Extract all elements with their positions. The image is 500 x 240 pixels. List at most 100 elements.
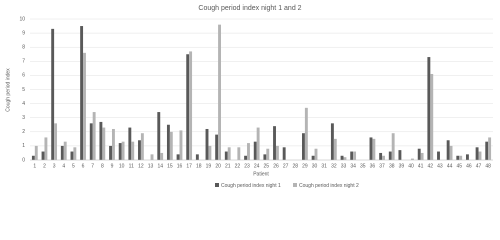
bar: [60, 145, 64, 160]
bar: [475, 147, 479, 160]
bar: [227, 147, 231, 160]
x-tick-label: 33: [341, 163, 347, 169]
x-tick-label: 18: [196, 163, 202, 169]
y-axis-label: Cough period index: [5, 68, 11, 112]
y-tick-label: 6: [22, 73, 25, 79]
bar: [208, 145, 212, 160]
bar: [34, 145, 38, 160]
x-tick-label: 24: [254, 163, 260, 169]
x-tick-label: 1: [33, 163, 36, 169]
bar: [391, 133, 395, 160]
bar: [266, 148, 270, 160]
x-tick-label: 32: [331, 163, 337, 169]
x-tick-label: 17: [186, 163, 192, 169]
x-tick-label: 7: [91, 163, 94, 169]
x-tick-label: 48: [485, 163, 491, 169]
bar: [302, 133, 305, 160]
x-tick-label: 21: [225, 163, 231, 169]
x-tick-label: 10: [119, 163, 125, 169]
x-tick-label: 40: [408, 163, 414, 169]
x-tick-label: 41: [418, 163, 424, 169]
bar: [247, 143, 250, 160]
bar: [314, 148, 318, 160]
y-tick-label: 1: [22, 143, 25, 149]
bar: [275, 145, 279, 160]
y-tick-label: 10: [19, 16, 25, 22]
x-tick-label: 20: [215, 163, 221, 169]
bar: [485, 141, 489, 160]
x-tick-label: 9: [111, 163, 114, 169]
bar: [343, 157, 347, 160]
bar: [99, 121, 103, 160]
bar: [237, 147, 241, 160]
bar: [417, 148, 421, 160]
bar: [372, 138, 376, 160]
x-tick-label: 39: [399, 163, 405, 169]
x-tick-label: 22: [235, 163, 241, 169]
bar: [411, 158, 414, 160]
bar: [350, 151, 354, 160]
bar: [430, 73, 434, 160]
x-tick-label: 44: [447, 163, 453, 169]
bar: [215, 134, 219, 160]
bar: [465, 154, 469, 160]
x-tick-label: 3: [53, 163, 56, 169]
y-tick-label: 7: [22, 59, 25, 65]
y-tick-label: 4: [22, 101, 25, 107]
x-tick-label: 46: [466, 163, 472, 169]
bar: [446, 140, 450, 160]
x-tick-label: 28: [292, 163, 298, 169]
bar: [31, 155, 35, 160]
bar: [44, 137, 48, 160]
bar: [150, 154, 154, 160]
bar: [118, 143, 122, 160]
y-tick-label: 9: [22, 30, 25, 36]
chart-title: Cough period index night 1 and 2: [198, 5, 301, 12]
x-tick-label: 6: [82, 163, 85, 169]
bar: [102, 127, 106, 160]
bar: [92, 112, 96, 160]
x-tick-label: 23: [244, 163, 250, 169]
bar: [166, 124, 170, 160]
bar: [244, 155, 248, 160]
x-tick-label: 38: [389, 163, 395, 169]
x-tick-label: 8: [101, 163, 104, 169]
x-tick-label: 29: [302, 163, 308, 169]
bar: [121, 141, 125, 160]
bar: [140, 133, 144, 160]
x-tick-label: 11: [129, 163, 134, 169]
x-tick-label: 25: [264, 163, 270, 169]
bar: [51, 28, 55, 161]
x-tick-label: 16: [177, 163, 183, 169]
y-tick-label: 8: [22, 45, 25, 51]
bar: [437, 151, 440, 160]
chart: Cough period index night 1 and 2 Cough p…: [5, 5, 493, 189]
bar: [169, 131, 173, 160]
bar: [420, 152, 424, 160]
x-tick-label: 26: [273, 163, 279, 169]
bar: [379, 152, 383, 160]
bar: [273, 126, 276, 160]
bar: [73, 147, 77, 160]
bar: [449, 145, 453, 160]
bar: [63, 141, 67, 160]
bar: [205, 128, 209, 160]
legend-swatch: [215, 183, 219, 187]
x-tick-label: 2: [43, 163, 46, 169]
bar: [179, 130, 183, 160]
bar: [256, 127, 260, 160]
bar: [369, 137, 373, 160]
bar: [263, 154, 267, 160]
x-tick-label: 35: [360, 163, 366, 169]
bar: [41, 151, 45, 160]
bar: [459, 155, 463, 160]
bar: [224, 151, 228, 160]
bar: [488, 137, 492, 160]
bar: [456, 155, 460, 160]
legend-swatch: [293, 183, 297, 187]
bar: [353, 151, 357, 160]
x-tick-label: 47: [476, 163, 482, 169]
x-tick-label: 42: [428, 163, 434, 169]
y-tick-label: 5: [22, 87, 25, 93]
bar: [160, 152, 164, 160]
